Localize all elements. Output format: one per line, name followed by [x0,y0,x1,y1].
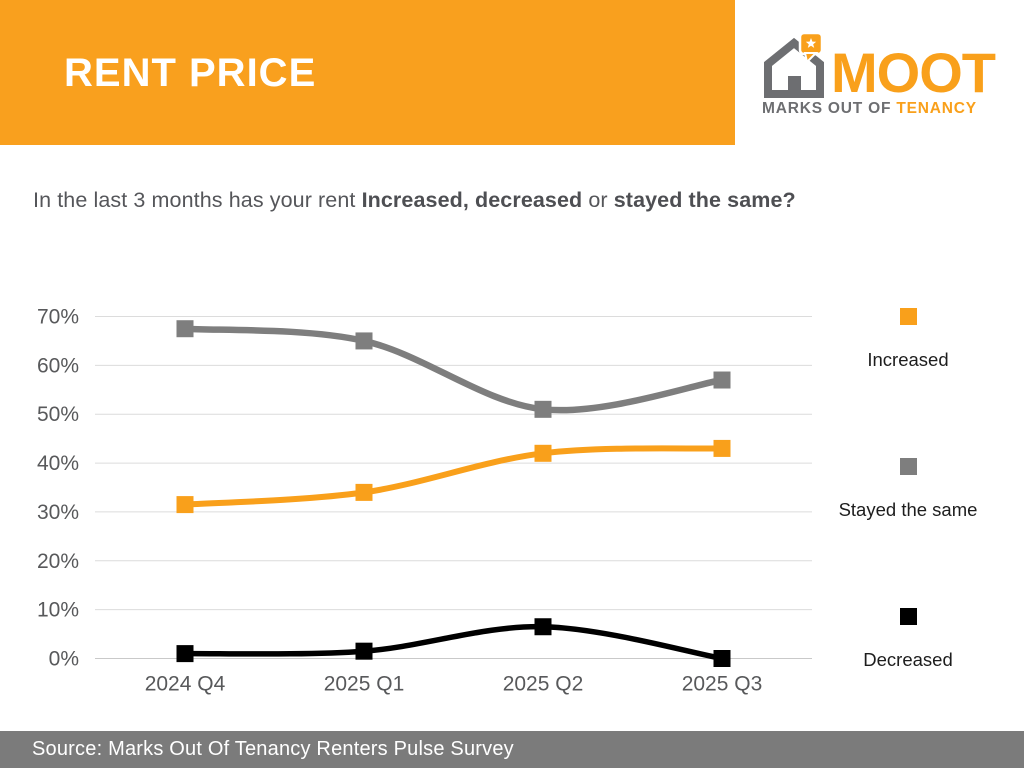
source-bar: Source: Marks Out Of Tenancy Renters Pul… [0,731,1024,768]
y-tick-label: 50% [37,403,79,426]
y-tick-label: 40% [37,452,79,475]
x-tick-label: 2025 Q1 [324,673,405,696]
y-tick-label: 30% [37,501,79,524]
source-text: Source: Marks Out Of Tenancy Renters Pul… [32,738,514,760]
legend-label-stayed-same: Stayed the same [838,499,978,520]
legend-swatch-increased [899,308,917,325]
x-tick-label: 2024 Q4 [145,673,226,696]
data-point-marker [713,439,731,457]
data-point-marker [713,371,731,389]
moot-logo: MOOT MARKS OUT OF TENANCY [758,33,1010,118]
legend-swatch-stayed-same [899,458,917,475]
legend-label-decreased: Decreased [863,649,953,670]
survey-question: In the last 3 months has your rent Incre… [33,188,796,212]
data-point-marker [355,642,373,660]
legend-label-increased: Increased [867,349,949,370]
data-point-marker [713,650,731,667]
data-point-marker [534,444,552,462]
y-tick-label: 60% [37,354,79,377]
data-point-marker [176,645,194,663]
data-point-marker [176,320,194,338]
house-pin-icon [758,33,830,99]
legend-item-decreased: Decreased [833,608,983,671]
series-line-increased [182,445,725,508]
series-line-stayed-the-same [181,325,726,414]
line-chart: 0% 10% 20% 30% 40% 50% 60% 70% 2024 Q4 2025 Q1 202… [20,300,820,700]
data-point-marker [534,618,552,636]
data-point-marker [355,483,373,501]
legend-swatch-decreased [899,608,917,625]
chart-legend: Increased Stayed the same Decreased [833,300,983,672]
header-banner: RENT PRICE [0,0,735,145]
y-tick-label: 20% [37,550,79,573]
logo-tagline-orange: TENANCY [891,100,977,117]
series-line-decreased [182,623,725,662]
logo-tagline-gray: MARKS OUT OF [762,100,892,117]
page-title: RENT PRICE [64,51,317,95]
data-point-marker [534,400,552,418]
data-point-marker [176,496,194,514]
legend-item-increased: Increased [833,308,983,371]
x-tick-label: 2025 Q3 [682,673,763,696]
y-tick-label: 10% [37,599,79,622]
data-point-marker [355,332,373,350]
y-tick-label: 0% [49,648,79,671]
x-tick-label: 2025 Q2 [503,673,584,696]
legend-item-stayed-same: Stayed the same [833,458,983,521]
logo-tagline: MARKS OUT OF TENANCY [758,100,1010,118]
logo-brand-text: MOOT [831,40,996,104]
y-tick-label: 70% [37,306,79,329]
chart-canvas: 0% 10% 20% 30% 40% 50% 60% 70% 2024 Q4 2025 Q1 202… [37,306,812,696]
